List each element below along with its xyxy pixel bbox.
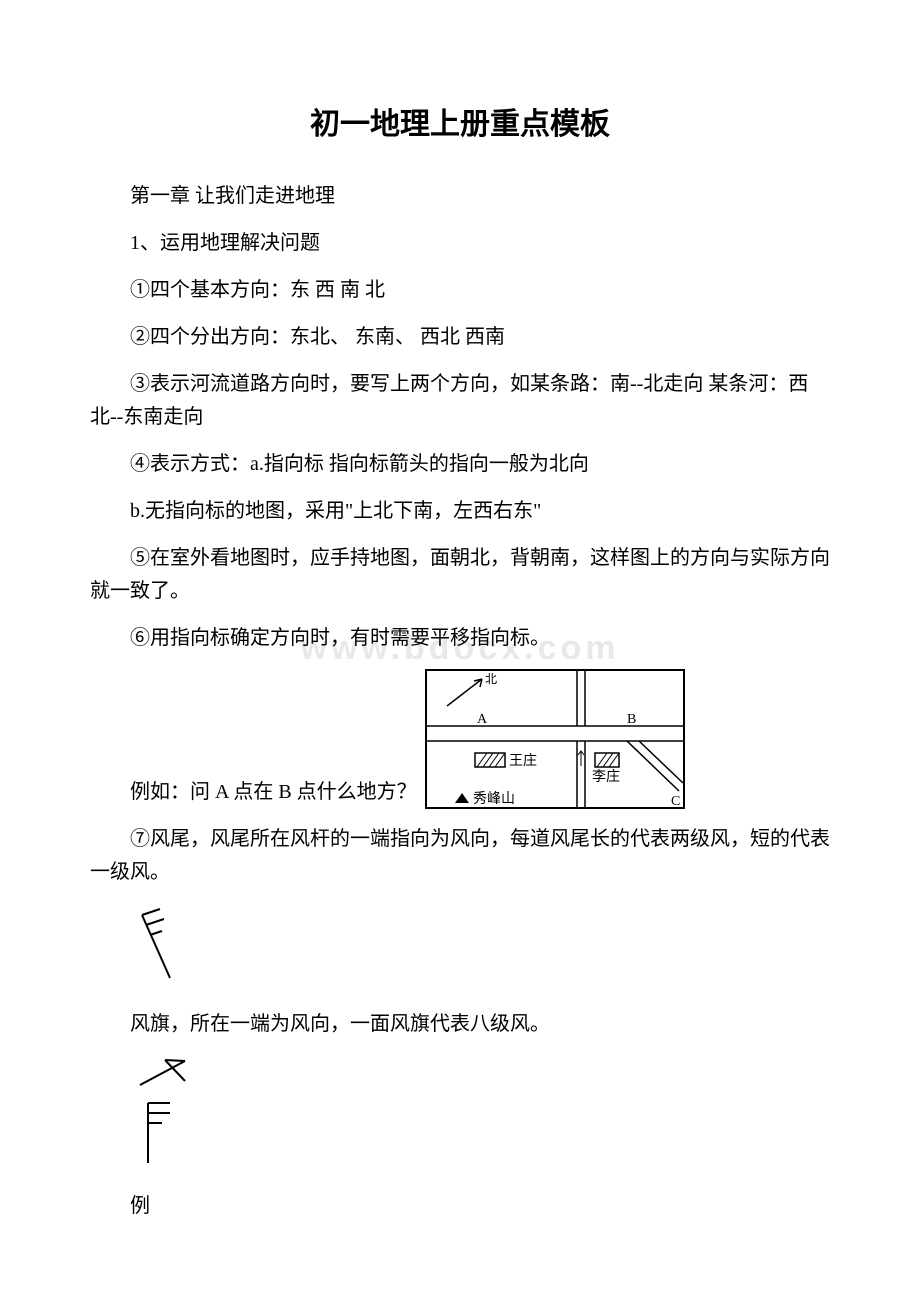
wind-flag-svg xyxy=(130,1055,200,1165)
label-c: C xyxy=(671,794,680,807)
example-with-map: 例如：问 A 点在 B 点什么地方？ 北 A xyxy=(90,669,830,809)
label-b: B xyxy=(627,712,636,727)
para-item-5: ⑤在室外看地图时，应手持地图，面朝北，背朝南，这样图上的方向与实际方向就一致了。 xyxy=(90,542,830,608)
document-content: 初一地理上册重点模板 第一章 让我们走进地理 1、运用地理解决问题 ①四个基本方… xyxy=(90,100,830,1223)
para-example-label: 例 xyxy=(90,1190,830,1223)
map-diagram: 北 A B 王庄 xyxy=(425,669,685,809)
para-section-1: 1、运用地理解决问题 xyxy=(90,227,830,260)
label-xiu: 秀峰山 xyxy=(473,791,515,807)
wind-tail-svg xyxy=(130,903,180,983)
para-item-1: ①四个基本方向：东 西 南 北 xyxy=(90,274,830,307)
para-wind-flag: 风旗，所在一端为风向，一面风旗代表八级风。 xyxy=(90,1008,830,1041)
document-title: 初一地理上册重点模板 xyxy=(90,100,830,150)
para-item-7: ⑦风尾，风尾所在风杆的一端指向为风向，每道风尾长的代表两级风，短的代表一级风。 xyxy=(90,823,830,889)
example-question: 例如：问 A 点在 B 点什么地方？ xyxy=(90,776,417,809)
north-label: 北 xyxy=(485,672,497,686)
para-item-4a: ④表示方式：a.指向标 指向标箭头的指向一般为北向 xyxy=(90,448,830,481)
para-item-2: ②四个分出方向：东北、 东南、 西北 西南 xyxy=(90,321,830,354)
label-a: A xyxy=(477,712,488,727)
wind-tail-symbol xyxy=(130,903,830,994)
label-li: 李庄 xyxy=(592,768,620,785)
para-chapter: 第一章 让我们走进地理 xyxy=(90,180,830,213)
para-item-6: ⑥用指向标确定方向时，有时需要平移指向标。 xyxy=(90,622,830,655)
map-svg: 北 A B 王庄 xyxy=(427,671,683,807)
para-item-4b: b.无指向标的地图，采用"上北下南，左西右东" xyxy=(90,495,830,528)
label-wang: 王庄 xyxy=(509,752,537,769)
wind-flag-symbol xyxy=(130,1055,830,1176)
para-item-3: ③表示河流道路方向时，要写上两个方向，如某条路：南--北走向 某条河：西北--东… xyxy=(90,368,830,434)
